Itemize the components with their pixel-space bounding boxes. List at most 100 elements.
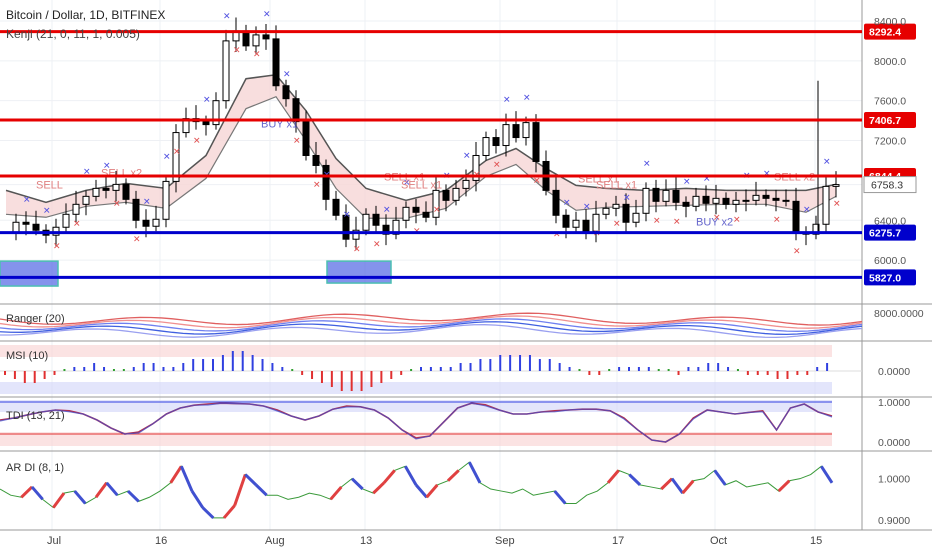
msi-bar xyxy=(360,371,363,391)
candle-down xyxy=(102,187,110,191)
msi-bar xyxy=(528,355,531,371)
sell-marker: ✕ xyxy=(233,46,241,56)
tdi-upper-zone xyxy=(0,400,832,412)
msi-bar xyxy=(429,367,432,371)
candle-up xyxy=(432,189,440,218)
buy-marker: ✕ xyxy=(143,197,151,207)
sell-marker: ✕ xyxy=(833,200,841,210)
msi-bar xyxy=(202,359,205,371)
level-label: 6275.7 xyxy=(869,228,901,240)
msi-bar xyxy=(320,371,323,383)
candle-down xyxy=(382,224,390,235)
msi-bar xyxy=(410,369,413,371)
ardi-down-segment xyxy=(670,477,684,495)
sell-signal-label: SELL x1 xyxy=(596,179,637,191)
ardi-up-segment xyxy=(169,465,183,484)
msi-bar xyxy=(83,367,86,371)
buy-marker: ✕ xyxy=(703,174,711,184)
msi-bar xyxy=(707,363,710,371)
buy-marker: ✕ xyxy=(523,94,531,104)
sell-marker: ✕ xyxy=(533,176,541,186)
candle-up xyxy=(522,122,530,139)
candle-down xyxy=(702,195,710,204)
ardi-down-segment xyxy=(73,490,87,505)
msi-bar xyxy=(340,371,343,391)
ardi-up-segment xyxy=(382,469,396,484)
candle-up xyxy=(172,132,180,182)
buy-marker: ✕ xyxy=(403,178,411,188)
msi-bar xyxy=(73,367,76,371)
sell-marker: ✕ xyxy=(493,160,501,170)
ardi-up-segment xyxy=(329,485,343,501)
candle-up xyxy=(712,197,720,204)
candle-up xyxy=(752,194,760,201)
msi-bar xyxy=(538,359,541,371)
msi-bar xyxy=(628,367,630,371)
msi-bar xyxy=(509,355,512,371)
msi-bar xyxy=(330,371,333,387)
msi-upper-zone xyxy=(0,345,832,357)
candle-up xyxy=(692,195,700,207)
msi-bar xyxy=(637,367,640,371)
ardi-down-segment xyxy=(30,485,44,501)
candle-down xyxy=(422,211,430,218)
msi-bar xyxy=(826,363,829,371)
msi-bar xyxy=(162,367,165,371)
msi-bar xyxy=(766,371,769,375)
candle-up xyxy=(392,219,400,235)
candle-up xyxy=(812,223,820,235)
msi-value-label: 0.0000 xyxy=(878,366,910,378)
sell-marker: ✕ xyxy=(373,240,381,250)
msi-bar xyxy=(746,371,749,375)
ardi-down-segment xyxy=(350,477,364,491)
sell-marker: ✕ xyxy=(313,180,321,190)
msi-bar xyxy=(152,363,155,371)
ardi-up-segment xyxy=(372,481,386,495)
buy-marker: ✕ xyxy=(583,202,591,212)
msi-bar xyxy=(647,367,650,371)
ardi-down-segment xyxy=(628,473,642,486)
ranger-panel-label: Ranger (20) xyxy=(6,313,65,325)
msi-bar xyxy=(33,371,36,383)
candle-up xyxy=(212,100,220,126)
sell-marker: ✕ xyxy=(433,205,441,215)
buy-marker: ✕ xyxy=(563,198,571,208)
ardi-up-segment xyxy=(94,481,108,499)
ardi-down-segment xyxy=(553,490,567,505)
current-price-label: 6758.3 xyxy=(871,180,903,192)
sell-marker: ✕ xyxy=(53,242,61,252)
candle-up xyxy=(352,229,360,240)
candle-down xyxy=(682,201,690,207)
sell-marker: ✕ xyxy=(173,147,181,157)
msi-bar xyxy=(439,367,442,371)
candle-down xyxy=(292,98,300,123)
ardi-up-segment xyxy=(606,469,620,484)
candle-up xyxy=(662,189,670,202)
msi-bar xyxy=(251,355,254,371)
msi-bar xyxy=(23,371,26,383)
candle-down xyxy=(762,194,770,199)
msi-bar xyxy=(221,355,224,371)
price-tick-label: 6400.0 xyxy=(874,215,906,227)
msi-bar xyxy=(736,369,739,371)
time-tick-label: Jul xyxy=(47,535,61,547)
sell-signal-label: SELL xyxy=(36,179,63,191)
msi-bar xyxy=(212,359,214,371)
tdi-value-label: 1.0000 xyxy=(878,397,910,409)
candle-up xyxy=(62,213,70,228)
candle-up xyxy=(732,199,740,205)
sell-marker: ✕ xyxy=(673,217,681,227)
msi-bar xyxy=(786,371,789,379)
buy-marker: ✕ xyxy=(263,10,271,20)
ardi-down-segment xyxy=(105,481,119,497)
time-tick-label: 16 xyxy=(155,535,167,547)
level-label: 7406.7 xyxy=(869,115,901,127)
ardi-down-segment xyxy=(201,506,215,520)
candle-down xyxy=(342,214,350,240)
msi-bar xyxy=(231,351,234,371)
time-tick-label: Oct xyxy=(710,535,727,547)
msi-bar xyxy=(657,369,660,371)
msi-bar xyxy=(420,367,422,371)
level-label: 8292.4 xyxy=(869,27,901,39)
